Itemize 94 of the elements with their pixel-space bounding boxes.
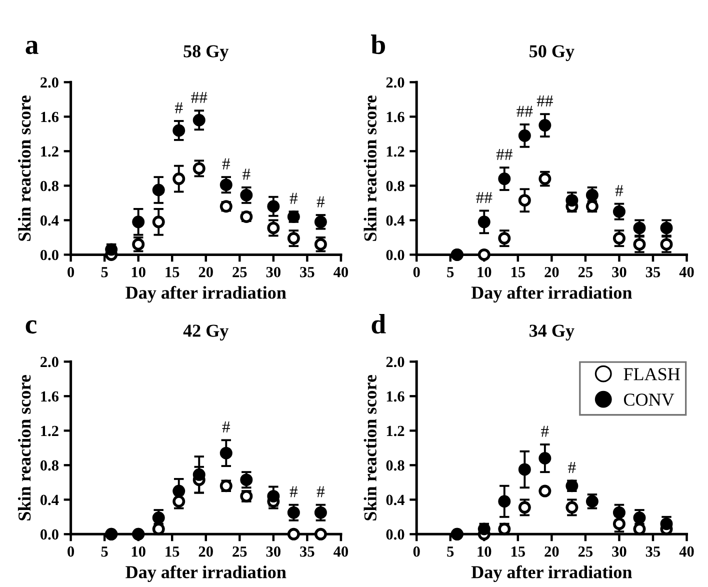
y-tick-label: 0.4 bbox=[40, 215, 59, 226]
annotation: # bbox=[222, 422, 230, 432]
y-tick-label: 0.0 bbox=[386, 529, 404, 540]
text: d bbox=[372, 314, 386, 334]
y-axis-title: Skin reaction score bbox=[364, 374, 376, 520]
x-tick-label: 10 bbox=[132, 266, 146, 278]
y-tick-label: 2.0 bbox=[40, 77, 58, 88]
x-tick-label: 0 bbox=[413, 546, 420, 557]
x-tick-label: 20 bbox=[544, 546, 559, 557]
x-tick-label: 15 bbox=[166, 546, 180, 557]
x-tick-label: 20 bbox=[198, 266, 213, 278]
y-tick-label: 0.0 bbox=[386, 250, 404, 260]
annotation: ## bbox=[476, 192, 492, 203]
y-tick-label: 2.0 bbox=[386, 77, 404, 88]
x-tick-label: 10 bbox=[478, 266, 492, 278]
x-tick-label: 0 bbox=[68, 266, 74, 278]
x-tick-label: 35 bbox=[300, 266, 314, 278]
chart-title: 34 Gy bbox=[530, 324, 574, 341]
x-tick-label: 25 bbox=[578, 266, 593, 278]
x-tick-label: 0 bbox=[413, 266, 420, 278]
x-tick-label: 30 bbox=[612, 266, 626, 278]
annotation: # bbox=[541, 426, 549, 437]
x-tick-label: 25 bbox=[232, 266, 247, 278]
x-tick-label: 0 bbox=[68, 546, 74, 557]
annotation: # bbox=[316, 486, 325, 498]
y-tick-label: 1.2 bbox=[386, 146, 404, 157]
x-tick-label: 25 bbox=[232, 546, 247, 557]
x-tick-label: 5 bbox=[101, 546, 108, 557]
x-tick-label: 40 bbox=[679, 546, 694, 557]
x-tick-label: 35 bbox=[646, 266, 660, 278]
x-tick-label: 40 bbox=[679, 266, 694, 278]
annotation: ## bbox=[516, 106, 533, 117]
x-tick-label: 40 bbox=[334, 546, 348, 557]
x-tick-label: 20 bbox=[544, 266, 559, 278]
text: c bbox=[26, 320, 37, 334]
chart-title: 50 Gy bbox=[530, 45, 574, 62]
x-tick-label: 35 bbox=[646, 546, 660, 557]
y-tick-label: 1.6 bbox=[386, 112, 404, 122]
annotation: # bbox=[222, 158, 230, 170]
x-axis-title: Day after irradiation bbox=[126, 286, 286, 303]
legend-label: CONV bbox=[624, 394, 674, 406]
y-tick-label: 2.0 bbox=[386, 356, 404, 368]
annotation: ## bbox=[496, 148, 512, 160]
y-tick-label: 1.2 bbox=[386, 426, 404, 436]
y-tick-label: 0.8 bbox=[40, 460, 58, 471]
annotation: # bbox=[568, 462, 576, 473]
y-tick-label: 0.8 bbox=[40, 180, 58, 192]
x-tick-label: 35 bbox=[300, 546, 314, 557]
chart-title: 58 Gy bbox=[184, 45, 229, 62]
x-tick-label: 15 bbox=[166, 267, 180, 278]
annotation: # bbox=[316, 196, 325, 208]
x-tick-label: 30 bbox=[612, 546, 626, 557]
x-tick-label: 15 bbox=[511, 546, 525, 557]
x-tick-label: 30 bbox=[266, 546, 280, 557]
y-tick-label: 1.6 bbox=[41, 112, 59, 122]
y-tick-label: 1.6 bbox=[41, 391, 59, 402]
y-tick-label: 0.4 bbox=[386, 215, 405, 226]
x-tick-label: 30 bbox=[266, 266, 280, 278]
x-tick-label: 5 bbox=[101, 267, 108, 278]
y-axis-title: Skin reaction score bbox=[18, 96, 31, 241]
annotation: ## bbox=[191, 92, 208, 103]
y-axis-title: Skin reaction score bbox=[364, 96, 376, 241]
annotation: # bbox=[290, 192, 298, 204]
x-tick-label: 20 bbox=[198, 546, 213, 557]
y-tick-label: 1.2 bbox=[41, 146, 58, 157]
annotation: ## bbox=[536, 95, 553, 106]
x-tick-label: 5 bbox=[447, 267, 454, 278]
x-axis-title: Day after irradiation bbox=[471, 286, 632, 303]
x-tick-label: 5 bbox=[447, 546, 454, 557]
y-axis-title: Skin reaction score bbox=[18, 374, 31, 520]
y-tick-label: 0.0 bbox=[40, 529, 58, 540]
annotation: # bbox=[242, 168, 250, 180]
text: a bbox=[26, 40, 38, 54]
x-tick-label: 10 bbox=[478, 546, 492, 557]
text: b bbox=[371, 34, 385, 54]
y-tick-label: 0.8 bbox=[386, 180, 404, 192]
annotation: # bbox=[290, 486, 298, 498]
y-tick-label: 0.8 bbox=[386, 460, 404, 471]
x-tick-label: 40 bbox=[334, 266, 348, 278]
chart-title: 42 Gy bbox=[183, 324, 229, 341]
annotation: # bbox=[175, 102, 183, 114]
x-tick-label: 15 bbox=[511, 267, 525, 278]
y-tick-label: 2.0 bbox=[40, 356, 58, 368]
y-tick-label: 0.0 bbox=[40, 250, 58, 260]
y-tick-label: 0.4 bbox=[40, 494, 59, 506]
annotation: # bbox=[615, 185, 624, 196]
x-axis-title: Day after irradiation bbox=[471, 565, 632, 582]
x-tick-label: 25 bbox=[578, 546, 593, 557]
y-tick-label: 1.2 bbox=[41, 426, 58, 436]
y-tick-label: 1.6 bbox=[386, 391, 404, 402]
legend-label: FLASH bbox=[624, 368, 680, 380]
x-axis-title: Day after irradiation bbox=[126, 565, 286, 582]
y-tick-label: 0.4 bbox=[386, 494, 405, 506]
x-tick-label: 10 bbox=[132, 546, 146, 557]
